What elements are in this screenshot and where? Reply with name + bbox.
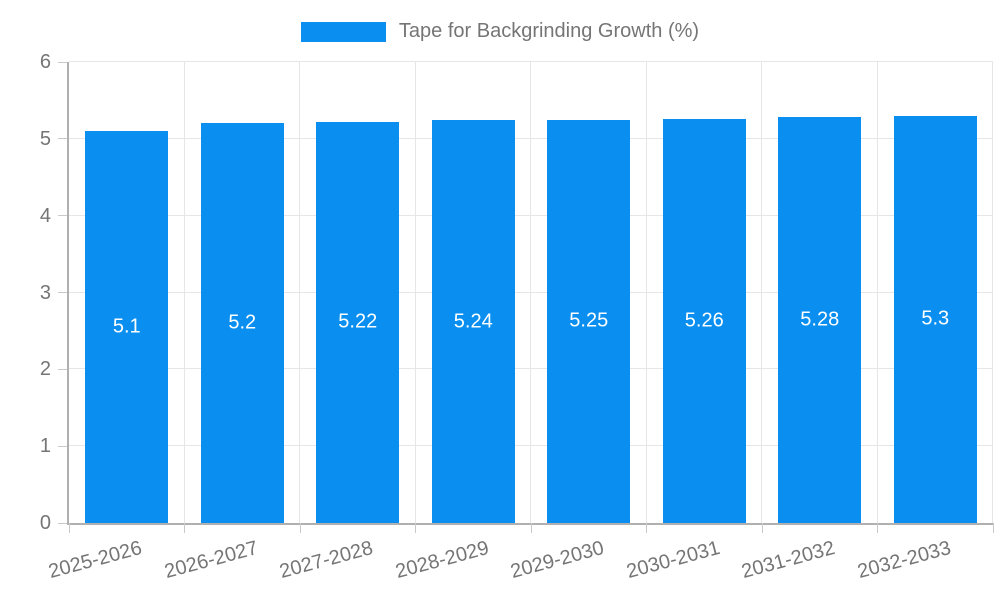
- bar-value-label: 5.3: [921, 307, 950, 330]
- x-axis-tick: [530, 523, 532, 533]
- plot-area: 0 1 2 3 4 5 6 5.1 2025-2026 5.2 2026-2027 5.22 2027-…: [40, 51, 994, 583]
- bar-value-label: 5.24: [453, 310, 493, 333]
- x-axis-tick-label: 2030-2031: [623, 537, 722, 584]
- y-axis-tick: [58, 138, 67, 140]
- bar: 5.1: [85, 131, 169, 523]
- x-gridline: [992, 62, 993, 523]
- bar: 5.28: [778, 117, 862, 523]
- x-axis-tick-label: 2032-2033: [854, 537, 953, 584]
- bar-value-label: 5.25: [569, 309, 609, 332]
- y-gridline: [69, 291, 993, 293]
- bar-value-label: 5.2: [228, 311, 257, 334]
- x-gridline: [876, 62, 878, 523]
- y-gridline: [69, 368, 993, 370]
- y-axis-tick-label: 3: [39, 281, 51, 304]
- y-axis-tick: [58, 522, 67, 524]
- y-gridline: [69, 137, 993, 139]
- bar: 5.25: [547, 119, 631, 523]
- x-axis-tick: [646, 523, 647, 533]
- bar: 5.2: [200, 123, 284, 523]
- bar-value-label: 5.22: [338, 310, 378, 333]
- y-axis-tick-label: 6: [39, 51, 51, 73]
- legend-label: Tape for Backgrinding Growth (%): [398, 20, 700, 42]
- bar: 5.24: [431, 120, 515, 523]
- y-axis-tick: [58, 215, 67, 217]
- y-gridline: [69, 61, 993, 62]
- legend-color-swatch: [300, 21, 386, 42]
- y-axis-tick-label: 5: [39, 127, 51, 150]
- x-gridline: [183, 62, 185, 523]
- y-axis-tick: [58, 61, 67, 63]
- x-axis-tick: [184, 523, 185, 533]
- x-axis-tick-label: 2029-2030: [508, 537, 607, 584]
- x-axis-tick-label: 2031-2032: [739, 537, 838, 584]
- x-axis-tick: [992, 523, 994, 533]
- x-gridline: [299, 62, 300, 523]
- x-axis-tick: [877, 523, 878, 533]
- x-axis-tick-label: 2026-2027: [161, 537, 260, 584]
- x-gridline: [530, 62, 531, 523]
- y-axis-tick-label: 1: [39, 435, 51, 458]
- y-axis-tick-label: 0: [39, 512, 51, 534]
- x-axis-tick: [299, 523, 301, 533]
- y-gridline: [69, 445, 993, 447]
- x-axis-tick-label: 2027-2028: [277, 537, 376, 584]
- x-gridline: [414, 62, 416, 523]
- y-axis-tick-label: 4: [39, 204, 51, 227]
- bar-value-label: 5.1: [112, 315, 141, 338]
- chart-legend[interactable]: Tape for Backgrinding Growth (%): [0, 20, 1000, 43]
- y-axis-tick-label: 2: [39, 358, 51, 381]
- bar: 5.22: [316, 121, 400, 523]
- x-axis-tick-label: 2025-2026: [46, 537, 145, 584]
- y-axis-tick: [58, 368, 67, 370]
- x-axis-tick-label: 2028-2029: [392, 537, 491, 584]
- y-gridline: [69, 214, 993, 216]
- x-gridline: [645, 62, 647, 523]
- x-gridline: [761, 62, 762, 523]
- y-axis-tick: [58, 445, 67, 447]
- bar-value-label: 5.28: [800, 308, 840, 331]
- bar: 5.3: [893, 115, 977, 523]
- x-axis-tick: [761, 523, 763, 533]
- bar: 5.26: [662, 118, 746, 523]
- y-axis-tick: [58, 292, 67, 293]
- x-axis-tick: [415, 523, 416, 533]
- x-axis-tick: [68, 523, 70, 533]
- bar-value-label: 5.26: [684, 309, 724, 332]
